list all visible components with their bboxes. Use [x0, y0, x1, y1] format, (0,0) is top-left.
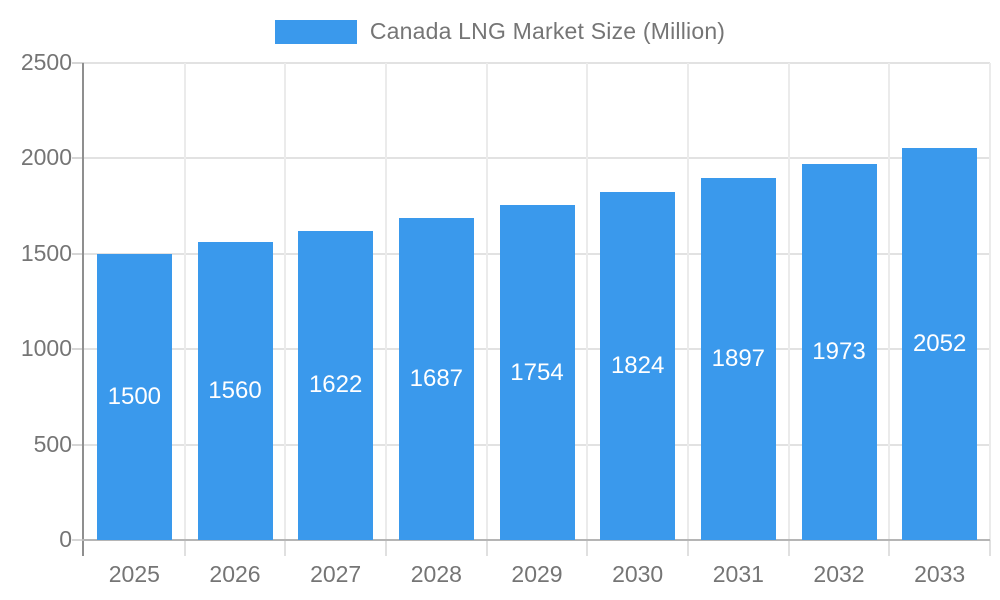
bar-2026[interactable]: 1560 [197, 242, 273, 540]
y-axis-tick [72, 443, 84, 446]
x-axis-label: 2028 [410, 561, 462, 587]
y-axis-label: 1000 [20, 335, 72, 362]
x-axis-tick [485, 540, 488, 556]
x-gridline [183, 63, 186, 540]
y-axis-tick [72, 62, 84, 64]
bar-value-label: 1500 [107, 382, 162, 410]
y-axis-tick [72, 348, 84, 351]
x-axis-label: 2027 [310, 561, 362, 587]
bar-value-label: 1754 [510, 358, 564, 386]
x-axis-tick [888, 540, 891, 556]
y-axis-label: 0 [59, 526, 72, 552]
x-gridline [687, 63, 689, 540]
bar-2032[interactable]: 1973 [801, 163, 877, 540]
x-axis-label: 2025 [108, 561, 160, 587]
x-axis-label: 2026 [209, 561, 261, 587]
bar-2033[interactable]: 2052 [902, 148, 978, 540]
y-gridline [84, 62, 990, 64]
legend[interactable]: Canada LNG Market Size (Million) [0, 18, 1000, 45]
y-axis-label: 2500 [20, 49, 72, 75]
y-axis-tick [72, 252, 84, 255]
y-axis-label: 500 [33, 430, 72, 457]
x-axis-tick [586, 540, 589, 556]
y-axis-tick [72, 157, 84, 160]
y-axis-label: 1500 [20, 239, 72, 266]
bar-value-label: 1560 [208, 377, 262, 405]
bar-value-label: 1622 [308, 371, 363, 399]
bar-2031[interactable]: 1897 [700, 178, 776, 540]
bar-value-label: 1824 [610, 351, 665, 379]
bar-2025[interactable]: 1500 [96, 253, 172, 540]
x-gridline [385, 63, 387, 540]
y-axis-tick [72, 539, 84, 541]
x-axis-label: 2030 [612, 561, 664, 587]
x-gridline [888, 63, 891, 540]
x-axis-tick [183, 540, 186, 556]
x-axis-line [82, 539, 990, 541]
y-axis-line [82, 63, 84, 556]
x-axis-label: 2032 [813, 561, 865, 587]
x-axis-tick [687, 540, 689, 556]
bar-2028[interactable]: 1687 [398, 218, 474, 540]
x-axis-tick [385, 540, 387, 556]
x-gridline [485, 63, 488, 540]
x-axis-tick [989, 540, 991, 556]
bar-value-label: 1897 [711, 345, 766, 373]
legend-label[interactable]: Canada LNG Market Size (Million) [369, 18, 726, 44]
y-axis-label: 2000 [20, 144, 72, 171]
bar-2029[interactable]: 1754 [499, 205, 575, 540]
bar-2030[interactable]: 1824 [600, 191, 676, 540]
bar-value-label: 1973 [812, 337, 866, 365]
x-axis-label: 2033 [914, 561, 966, 587]
x-gridline [787, 63, 790, 540]
x-axis-label: 2029 [511, 561, 563, 587]
x-gridline [284, 63, 287, 540]
legend-swatch-icon[interactable] [274, 19, 357, 44]
x-gridline [989, 63, 991, 540]
bar-value-label: 1687 [409, 365, 464, 393]
x-axis-label: 2031 [712, 561, 764, 587]
bar-2027[interactable]: 1622 [298, 230, 374, 540]
x-axis-tick [284, 540, 287, 556]
x-gridline [586, 63, 589, 540]
x-axis-tick [787, 540, 790, 556]
y-gridline [84, 157, 990, 160]
bar-value-label: 2052 [912, 330, 967, 358]
